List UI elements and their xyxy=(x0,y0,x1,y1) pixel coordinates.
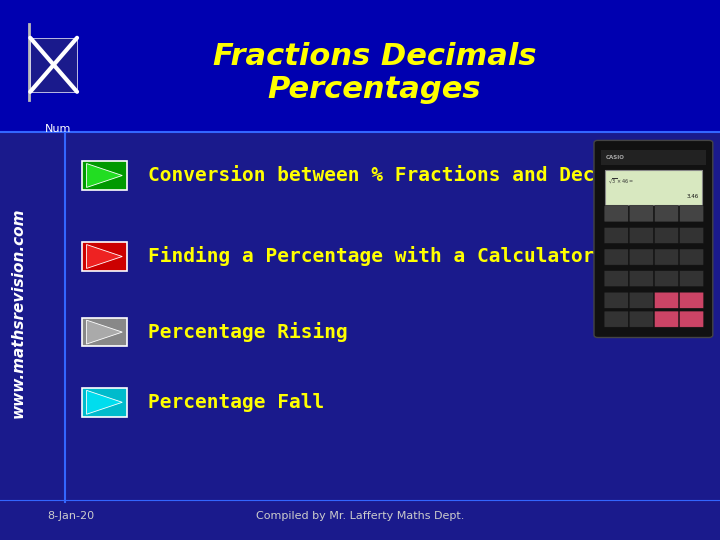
Bar xyxy=(82,318,127,346)
Polygon shape xyxy=(86,390,122,414)
Text: Percentages: Percentages xyxy=(268,75,481,104)
FancyBboxPatch shape xyxy=(654,206,679,222)
FancyBboxPatch shape xyxy=(629,227,654,244)
FancyBboxPatch shape xyxy=(629,249,654,265)
FancyBboxPatch shape xyxy=(680,227,703,244)
Bar xyxy=(0,0,720,132)
FancyBboxPatch shape xyxy=(629,311,654,327)
Bar xyxy=(82,388,127,416)
FancyBboxPatch shape xyxy=(604,271,629,287)
Text: www.mathsrevision.com: www.mathsrevision.com xyxy=(11,208,25,418)
Polygon shape xyxy=(86,164,122,187)
Polygon shape xyxy=(86,245,122,268)
Text: Conversion between % Fractions and Decimals: Conversion between % Fractions and Decim… xyxy=(148,166,653,185)
FancyBboxPatch shape xyxy=(680,271,703,287)
FancyBboxPatch shape xyxy=(680,249,703,265)
FancyBboxPatch shape xyxy=(604,249,629,265)
FancyBboxPatch shape xyxy=(594,140,713,338)
Text: 8-Jan-20: 8-Jan-20 xyxy=(47,511,94,521)
Polygon shape xyxy=(86,320,122,344)
FancyBboxPatch shape xyxy=(654,292,679,308)
Bar xyxy=(82,242,127,271)
FancyBboxPatch shape xyxy=(629,271,654,287)
Text: Compiled by Mr. Lafferty Maths Dept.: Compiled by Mr. Lafferty Maths Dept. xyxy=(256,511,464,521)
FancyBboxPatch shape xyxy=(629,292,654,308)
Text: 3.46: 3.46 xyxy=(686,194,698,199)
FancyBboxPatch shape xyxy=(604,311,629,327)
FancyBboxPatch shape xyxy=(654,249,679,265)
Bar xyxy=(30,38,77,92)
FancyBboxPatch shape xyxy=(604,292,629,308)
FancyBboxPatch shape xyxy=(680,311,703,327)
FancyBboxPatch shape xyxy=(654,227,679,244)
Text: Fractions Decimals: Fractions Decimals xyxy=(212,42,536,71)
FancyBboxPatch shape xyxy=(604,227,629,244)
FancyBboxPatch shape xyxy=(629,206,654,222)
FancyBboxPatch shape xyxy=(654,271,679,287)
Bar xyxy=(601,150,706,165)
FancyBboxPatch shape xyxy=(680,206,703,222)
Text: $\sqrt{3}\times 46=$: $\sqrt{3}\times 46=$ xyxy=(608,178,634,186)
FancyBboxPatch shape xyxy=(604,206,629,222)
Text: CASIO: CASIO xyxy=(606,155,625,160)
FancyBboxPatch shape xyxy=(680,292,703,308)
FancyBboxPatch shape xyxy=(654,311,679,327)
Bar xyxy=(605,170,702,205)
Text: Percentage Fall: Percentage Fall xyxy=(148,393,324,412)
Bar xyxy=(82,161,127,190)
Text: Num: Num xyxy=(45,124,71,134)
Text: Percentage Rising: Percentage Rising xyxy=(148,322,347,342)
Text: Finding a Percentage with a Calculator: Finding a Percentage with a Calculator xyxy=(148,246,594,267)
